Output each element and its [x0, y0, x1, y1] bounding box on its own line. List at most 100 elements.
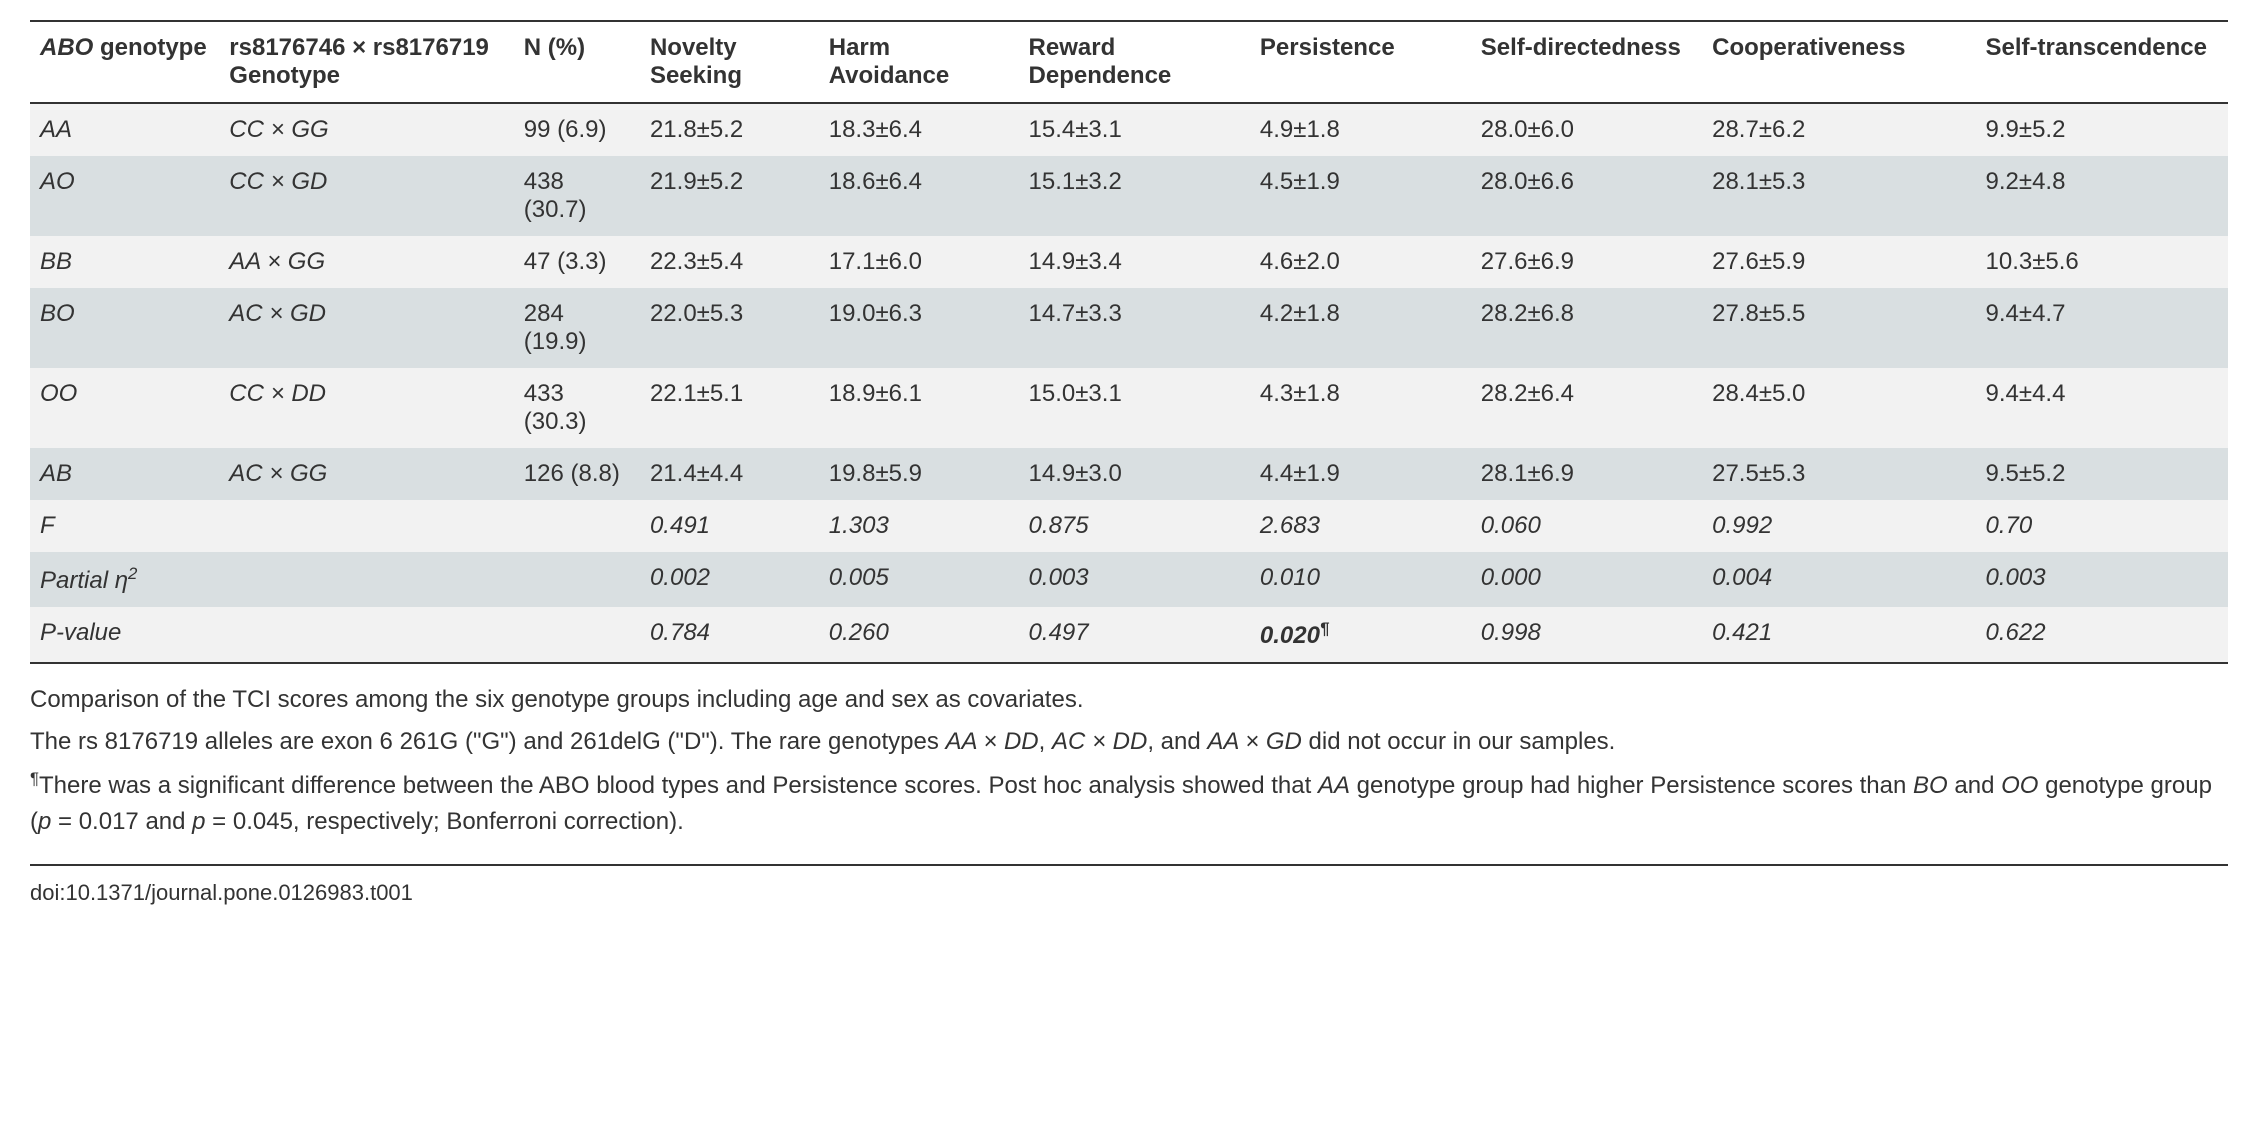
table-cell: 14.9±3.0 — [1019, 448, 1250, 500]
table-cell: 15.4±3.1 — [1019, 103, 1250, 156]
table-cell: 438 (30.7) — [514, 156, 640, 236]
table-cell: 28.1±6.9 — [1471, 448, 1702, 500]
header-plain: genotype — [93, 34, 206, 61]
table-cell: 18.3±6.4 — [819, 103, 1019, 156]
table-cell: 9.5±5.2 — [1976, 448, 2228, 500]
table-cell: CC × GD — [219, 156, 513, 236]
table-cell: BO — [30, 288, 219, 368]
table-cell: 27.6±5.9 — [1702, 236, 1975, 288]
table-cell: 0.003 — [1976, 552, 2228, 607]
table-cell: 284 (19.9) — [514, 288, 640, 368]
table-cell: AA × GG — [219, 236, 513, 288]
table-cell: 10.3±5.6 — [1976, 236, 2228, 288]
table-cell: 0.497 — [1019, 607, 1250, 663]
table-cell: 21.8±5.2 — [640, 103, 819, 156]
table-cell: 28.1±5.3 — [1702, 156, 1975, 236]
table-cell: 22.3±5.4 — [640, 236, 819, 288]
footnotes: Comparison of the TCI scores among the s… — [30, 682, 2228, 866]
table-row: BBAA × GG47 (3.3)22.3±5.417.1±6.014.9±3.… — [30, 236, 2228, 288]
table-row: OOCC × DD433 (30.3)22.1±5.118.9±6.115.0±… — [30, 368, 2228, 448]
table-cell: 14.7±3.3 — [1019, 288, 1250, 368]
table-cell: CC × GG — [219, 103, 513, 156]
table-cell: 22.1±5.1 — [640, 368, 819, 448]
table-cell: BB — [30, 236, 219, 288]
col-selfdir: Self-directedness — [1471, 21, 1702, 103]
table-row: BOAC × GD284 (19.9)22.0±5.319.0±6.314.7±… — [30, 288, 2228, 368]
table-cell: 0.998 — [1471, 607, 1702, 663]
table-cell: 28.2±6.4 — [1471, 368, 1702, 448]
table-cell: 0.784 — [640, 607, 819, 663]
table-cell — [219, 607, 513, 663]
table-cell — [219, 552, 513, 607]
table-cell: OO — [30, 368, 219, 448]
table-cell: 27.5±5.3 — [1702, 448, 1975, 500]
table-cell: 21.4±4.4 — [640, 448, 819, 500]
table-cell: 0.622 — [1976, 607, 2228, 663]
table-cell: 28.2±6.8 — [1471, 288, 1702, 368]
table-cell — [514, 500, 640, 552]
table-cell: 9.2±4.8 — [1976, 156, 2228, 236]
table-cell: 19.8±5.9 — [819, 448, 1019, 500]
table-cell: 433 (30.3) — [514, 368, 640, 448]
table-cell: 0.875 — [1019, 500, 1250, 552]
table-cell: CC × DD — [219, 368, 513, 448]
table-cell: 28.0±6.0 — [1471, 103, 1702, 156]
col-harm: Harm Avoidance — [819, 21, 1019, 103]
table-cell: 17.1±6.0 — [819, 236, 1019, 288]
table-cell: 126 (8.8) — [514, 448, 640, 500]
table-cell: AB — [30, 448, 219, 500]
table-cell: 0.421 — [1702, 607, 1975, 663]
table-cell: 4.4±1.9 — [1250, 448, 1471, 500]
table-cell: 0.002 — [640, 552, 819, 607]
table-cell: 18.6±6.4 — [819, 156, 1019, 236]
col-abo-genotype: ABO genotype — [30, 21, 219, 103]
col-selftrans: Self-transcendence — [1976, 21, 2228, 103]
header-row: ABO genotype rs8176746 × rs8176719 Genot… — [30, 21, 2228, 103]
table-cell: 0.005 — [819, 552, 1019, 607]
table-cell: 0.010 — [1250, 552, 1471, 607]
stat-row: Partial η2 0.0020.005 0.003 0.0100.0000.004… — [30, 552, 2228, 607]
table-cell: 27.6±6.9 — [1471, 236, 1702, 288]
table-cell: 0.060 — [1471, 500, 1702, 552]
stat-label: F — [30, 500, 219, 552]
table-cell: 9.4±4.7 — [1976, 288, 2228, 368]
header-italic: ABO — [40, 34, 93, 61]
table-cell: AA — [30, 103, 219, 156]
table-cell — [219, 500, 513, 552]
table-cell: 22.0±5.3 — [640, 288, 819, 368]
table-cell: 0.992 — [1702, 500, 1975, 552]
table-cell — [514, 607, 640, 663]
table-cell: 0.260 — [819, 607, 1019, 663]
table-cell: 14.9±3.4 — [1019, 236, 1250, 288]
table-cell: AC × GD — [219, 288, 513, 368]
stat-label: Partial η2 — [30, 552, 219, 607]
doi-text: doi:10.1371/journal.pone.0126983.t001 — [30, 880, 2228, 906]
table-cell: 4.9±1.8 — [1250, 103, 1471, 156]
table-cell: 1.303 — [819, 500, 1019, 552]
table-cell: 9.4±4.4 — [1976, 368, 2228, 448]
col-n: N (%) — [514, 21, 640, 103]
table-row: AACC × GG99 (6.9)21.8±5.218.3±6.415.4±3.… — [30, 103, 2228, 156]
table-cell: 15.1±3.2 — [1019, 156, 1250, 236]
table-cell: 0.004 — [1702, 552, 1975, 607]
table-row: ABAC × GG126 (8.8)21.4±4.419.8±5.914.9±3… — [30, 448, 2228, 500]
table-cell: 9.9±5.2 — [1976, 103, 2228, 156]
table-cell: 18.9±6.1 — [819, 368, 1019, 448]
table-cell: 99 (6.9) — [514, 103, 640, 156]
footnote-3: ¶There was a significant difference betw… — [30, 766, 2228, 840]
stat-label: P-value — [30, 607, 219, 663]
col-persistence: Persistence — [1250, 21, 1471, 103]
stat-row: F0.4911.3030.8752.6830.0600.9920.70 — [30, 500, 2228, 552]
stat-row: P-value0.7840.2600.4970.020¶0.9980.4210.… — [30, 607, 2228, 663]
table-cell: 19.0±6.3 — [819, 288, 1019, 368]
table-cell: 4.6±2.0 — [1250, 236, 1471, 288]
table-cell: 47 (3.3) — [514, 236, 640, 288]
table-cell: 2.683 — [1250, 500, 1471, 552]
table-cell: 0.000 — [1471, 552, 1702, 607]
table-row: AOCC × GD438 (30.7)21.9±5.218.6±6.415.1±… — [30, 156, 2228, 236]
table-cell — [514, 552, 640, 607]
table-cell: 21.9±5.2 — [640, 156, 819, 236]
table-body: AACC × GG99 (6.9)21.8±5.218.3±6.415.4±3.… — [30, 103, 2228, 663]
data-table: ABO genotype rs8176746 × rs8176719 Genot… — [30, 20, 2228, 664]
col-novelty: Novelty Seeking — [640, 21, 819, 103]
